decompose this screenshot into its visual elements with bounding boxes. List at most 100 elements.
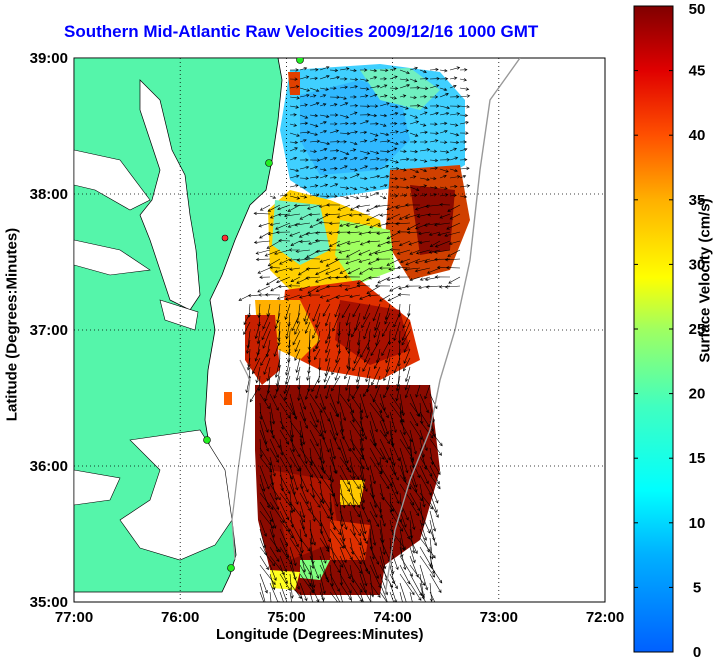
velocity-arrow [399, 411, 406, 436]
velocity-arrow [359, 510, 367, 535]
velocity-arrow [346, 240, 361, 245]
velocity-arrow [329, 465, 335, 483]
velocity-arrow [381, 339, 391, 357]
velocity-arrow [389, 573, 398, 590]
velocity-arrow [379, 195, 387, 200]
velocity-arrow [381, 321, 391, 337]
velocity-arrow [404, 213, 421, 220]
velocity-arrow [259, 465, 270, 490]
velocity-arrow [307, 339, 311, 360]
velocity-arrow [359, 120, 370, 125]
velocity-arrow [319, 147, 328, 152]
velocity-arrow [429, 438, 442, 456]
velocity-arrow [267, 258, 281, 267]
velocity-arrow [379, 123, 387, 127]
velocity-arrow [354, 222, 371, 229]
velocity-arrow [338, 284, 351, 288]
velocity-arrow [449, 213, 461, 220]
velocity-arrow [259, 582, 267, 602]
velocity-arrow [429, 67, 439, 72]
velocity-arrow [404, 384, 411, 399]
velocity-arrow [309, 165, 319, 170]
velocity-arrow [408, 240, 421, 246]
velocity-arrow [329, 582, 341, 602]
velocity-arrow [447, 204, 461, 212]
velocity-arrow [375, 375, 381, 389]
velocity-arrow [246, 330, 251, 349]
velocity-arrow [337, 321, 341, 337]
velocity-arrow [349, 465, 360, 480]
velocity-arrow [243, 312, 251, 326]
velocity-arrow [349, 156, 358, 161]
velocity-arrow [379, 158, 389, 162]
velocity-arrow [359, 186, 369, 191]
velocity-arrow [379, 213, 391, 217]
velocity-arrow [419, 501, 425, 527]
velocity-arrow [299, 165, 310, 170]
velocity-arrow [319, 129, 328, 134]
velocity-arrow [439, 168, 449, 173]
velocity-arrow [289, 528, 299, 548]
velocity-arrow [289, 231, 301, 237]
velocity-arrow [356, 283, 371, 288]
velocity-arrow [319, 294, 331, 299]
velocity-arrow [369, 519, 377, 546]
velocity-arrow [339, 85, 348, 89]
velocity-arrow [439, 92, 449, 98]
velocity-arrow [449, 76, 458, 80]
velocity-arrow [305, 231, 321, 236]
velocity-arrow [309, 113, 319, 118]
velocity-arrow [429, 492, 438, 514]
velocity-arrow [359, 130, 368, 135]
velocity-arrow [329, 591, 339, 602]
velocity-arrow [439, 150, 450, 154]
velocity-arrow [372, 303, 381, 322]
velocity-arrow [273, 339, 281, 357]
velocity-arrow [284, 213, 301, 218]
velocity-arrow [339, 456, 352, 473]
bay [139, 79, 201, 311]
velocity-arrow [289, 123, 298, 127]
radar-site [265, 159, 273, 167]
velocity-arrow [349, 68, 357, 73]
velocity-arrow [449, 193, 457, 198]
velocity-arrow [336, 384, 341, 405]
velocity-arrow [299, 402, 307, 422]
velocity-arrow [305, 276, 321, 280]
velocity-arrow [409, 528, 416, 554]
velocity-arrow [379, 68, 389, 72]
velocity-arrow [277, 284, 291, 289]
velocity-arrow [376, 231, 391, 235]
velocity-arrow [274, 249, 291, 256]
velocity-arrow [289, 573, 294, 599]
velocity-arrow [419, 420, 434, 439]
velocity-arrow [299, 158, 309, 162]
velocity-arrow [257, 375, 261, 392]
velocity-arrow [374, 312, 381, 331]
velocity-arrow [299, 87, 311, 92]
velocity-arrow [309, 139, 321, 143]
velocity-arrow [399, 510, 407, 528]
velocity-arrow [379, 546, 387, 570]
velocity-arrow [309, 591, 313, 602]
velocity-arrow [389, 67, 397, 71]
velocity-arrow [366, 213, 381, 222]
velocity-arrow [379, 429, 391, 445]
velocity-arrow [264, 384, 271, 402]
velocity-arrow [385, 357, 391, 373]
velocity-arrow [389, 474, 399, 495]
velocity-arrow [337, 204, 351, 211]
velocity-arrows [238, 66, 471, 602]
velocity-arrow [404, 375, 411, 391]
velocity-arrow [349, 555, 362, 574]
velocity-arrow [419, 393, 429, 414]
x-tick-label: 77:00 [55, 609, 93, 626]
velocity-arrow [309, 528, 316, 546]
velocity-arrow [319, 194, 330, 199]
velocity-arrow [319, 66, 330, 71]
radar-site [221, 234, 229, 242]
velocity-arrow [287, 339, 291, 356]
velocity-arrow [439, 77, 449, 81]
velocity-arrow [355, 375, 361, 390]
velocity-arrow [399, 94, 407, 98]
